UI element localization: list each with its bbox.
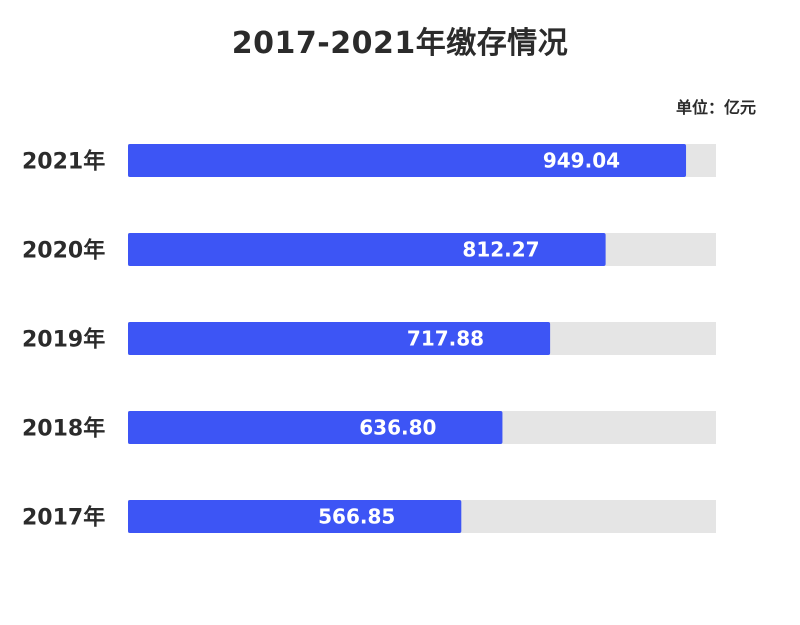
value-label: 717.88 — [407, 327, 484, 351]
bar — [128, 500, 462, 533]
bar — [128, 411, 503, 444]
bar — [128, 322, 551, 355]
value-label: 566.85 — [318, 505, 395, 529]
value-label: 636.80 — [359, 416, 436, 440]
bar — [128, 233, 606, 266]
category-label: 2021年 — [22, 149, 105, 175]
unit-label: 单位：亿元 — [675, 98, 756, 117]
category-label: 2018年 — [22, 416, 105, 442]
value-label: 949.04 — [543, 149, 620, 173]
bar — [128, 144, 687, 177]
value-label: 812.27 — [462, 238, 539, 262]
chart-title: 2017-2021年缴存情况 — [231, 26, 569, 61]
category-label: 2019年 — [22, 327, 105, 353]
category-label: 2020年 — [22, 238, 105, 264]
category-label: 2017年 — [22, 505, 105, 531]
